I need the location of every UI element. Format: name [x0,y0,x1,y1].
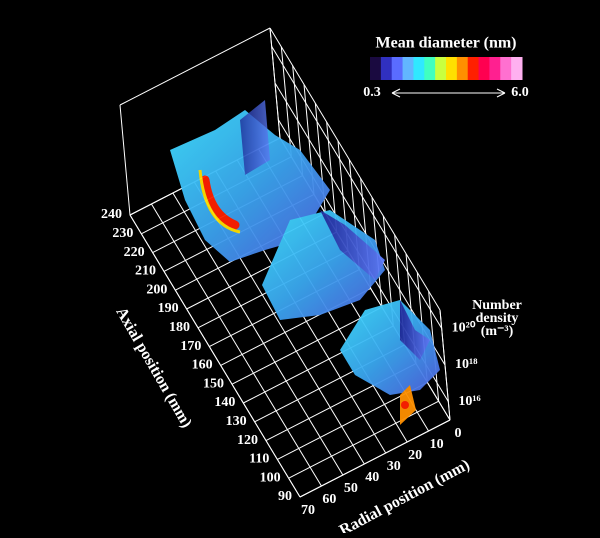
z-axis-label: density [476,311,519,326]
y-tick-label: 40 [365,470,379,485]
colorbar-swatch [489,57,501,80]
surface [170,100,440,425]
colorbar-swatch [391,57,404,80]
colorbar-swatch [435,57,447,80]
x-tick-label: 200 [146,282,167,297]
x-tick-label: 110 [249,452,269,467]
colorbar: Mean diameter (nm) 0.3 6.0 [363,35,529,101]
x-tick-label: 180 [169,320,190,335]
colorbar-swatch [380,57,393,80]
z-tick-label: 10²⁰ [452,321,476,336]
colorbar-arrow [391,88,506,98]
x-tick-label: 190 [158,301,179,316]
x-tick-label: 210 [135,264,156,279]
x-tick-label: 140 [214,395,235,410]
x-tick-label: 170 [180,339,201,354]
colorbar-swatch [402,57,414,80]
y-tick-label: 50 [344,481,358,496]
y-tick-label: 20 [408,448,422,463]
x-tick-label: 130 [226,414,247,429]
colorbar-swatch [413,57,425,80]
colorbar-swatch [446,57,458,80]
colorbar-swatch [456,57,469,80]
z-tick-label: 10¹⁸ [455,357,477,372]
z-axis-label: Number [472,298,522,313]
box-edge [119,104,131,216]
grid-line [299,419,451,498]
z-axis-label: (m⁻³) [481,324,514,339]
y-tick-label: 10 [430,437,444,452]
y-tick-label: 60 [322,492,336,507]
x-tick-label: 100 [260,470,281,485]
grid-line [288,400,439,479]
x-tick-label: 120 [237,433,258,448]
colorbar-swatch [370,57,382,80]
colorbar-swatch [511,57,523,80]
grid-line [129,214,301,498]
z-tick-label: 10¹⁶ [458,394,480,409]
box-edge [119,27,271,106]
grid-line [271,46,443,329]
box-edge [269,27,441,311]
grid-line [231,306,383,385]
x-tick-label: 150 [203,376,224,391]
colorbar-swatch [478,57,490,80]
y-tick-label: 30 [387,459,401,474]
x-tick-label: 230 [112,226,133,241]
x-tick-label: 160 [192,358,213,373]
colorbar-min: 0.3 [363,85,381,100]
x-tick-label: 220 [124,245,145,260]
colorbar-title: Mean diameter (nm) [376,35,517,52]
x-tick-label: 90 [278,489,292,504]
grid-line [172,192,344,476]
colorbar-swatch [500,57,512,80]
x-tick-label: 240 [101,207,122,222]
y-tick-label: 70 [301,503,315,518]
colorbar-max: 6.0 [511,85,529,100]
colorbar-swatch [467,57,480,80]
colorbar-swatch [424,57,436,80]
grid-line [151,203,322,487]
y-tick-label: 0 [455,426,462,441]
